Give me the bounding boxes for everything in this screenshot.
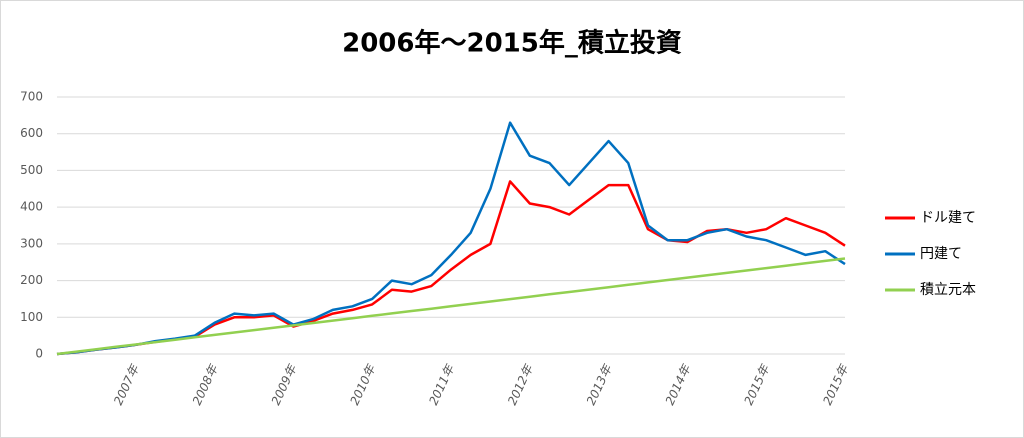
y-tick-label: 600 [20,126,43,140]
y-tick-label: 500 [20,163,43,177]
legend-label: ドル建て [920,210,976,226]
y-tick-label: 700 [20,90,43,104]
series-line [56,121,846,356]
y-tick-label: 0 [35,347,43,361]
y-tick-label: 300 [20,236,43,250]
y-tick-label: 400 [20,200,43,214]
y-tick-label: 100 [20,310,43,324]
series-line [56,257,846,356]
chart-title: 2006年～2015年_積立投資 [342,28,682,59]
legend-label: 積立元本 [920,282,976,298]
legend-label: 円建て [920,246,962,262]
y-tick-label: 200 [20,273,43,287]
